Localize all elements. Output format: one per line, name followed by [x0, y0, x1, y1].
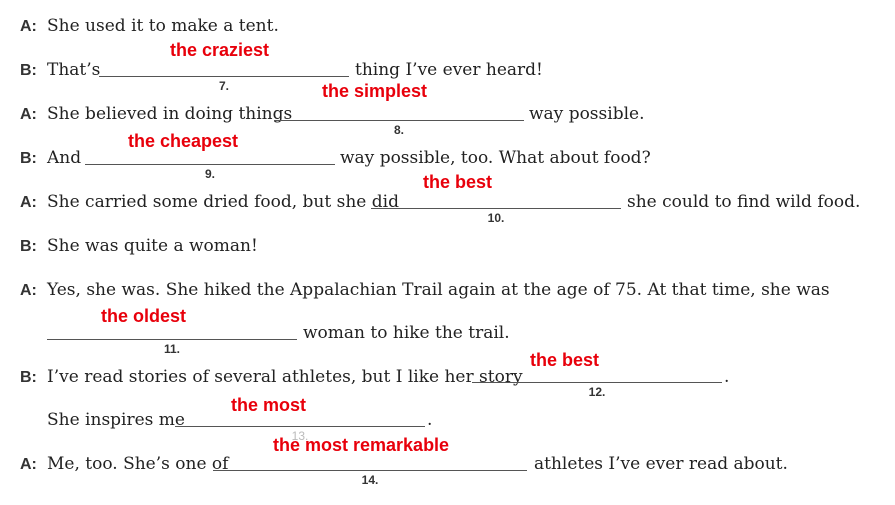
answer-blank[interactable] — [175, 426, 425, 427]
dialogue-text: She used it to make a tent. — [47, 16, 279, 36]
speaker-label: A: — [20, 456, 37, 473]
answer-blank[interactable] — [99, 76, 349, 77]
dialogue-text: way possible. — [529, 104, 645, 124]
answer-text: the best — [423, 172, 493, 192]
answer-blank[interactable] — [47, 339, 297, 340]
dialogue-text: . — [427, 410, 433, 430]
blank-number: 11. — [163, 342, 181, 356]
blank-number: 10. — [487, 211, 505, 225]
dialogue-text: thing I’ve ever heard! — [355, 60, 543, 80]
answer-blank[interactable] — [274, 120, 524, 121]
blank-number: 9. — [204, 167, 215, 181]
blank-number: 12. — [588, 385, 606, 399]
speaker-label: A: — [20, 106, 37, 123]
speaker-label: B: — [20, 369, 37, 386]
dialogue-text: That’s — [47, 60, 101, 80]
dialogue-text: way possible, too. What about food? — [340, 148, 651, 168]
dialogue-text: . — [724, 367, 730, 387]
speaker-label: B: — [20, 150, 37, 167]
speaker-label: A: — [20, 194, 37, 211]
answer-text: the craziest — [170, 40, 270, 60]
blank-number: 14. — [361, 473, 379, 487]
answer-text: the simplest — [322, 81, 428, 101]
answer-text: the most — [231, 395, 307, 415]
dialogue-text: I’ve read stories of several athletes, b… — [47, 367, 523, 387]
dialogue-text: Me, too. She’s one of — [47, 454, 229, 474]
blank-number: 8. — [393, 123, 404, 137]
dialogue-text: She believed in doing things — [47, 104, 293, 124]
speaker-label: B: — [20, 238, 37, 255]
speaker-label: B: — [20, 62, 37, 79]
answer-blank[interactable] — [213, 470, 527, 471]
dialogue-text: she could to find wild food. — [627, 192, 861, 212]
blank-number: 7. — [218, 79, 229, 93]
answer-blank[interactable] — [371, 208, 621, 209]
answer-text: the best — [530, 350, 600, 370]
answer-blank[interactable] — [472, 382, 722, 383]
dialogue-text: athletes I’ve ever read about. — [534, 454, 788, 474]
dialogue-text: She inspires me — [47, 410, 185, 430]
dialogue-text: And — [47, 148, 82, 168]
dialogue-text: She carried some dried food, but she did — [47, 192, 399, 212]
speaker-label: A: — [20, 282, 37, 299]
answer-text: the oldest — [101, 306, 187, 326]
dialogue-text: woman to hike the trail. — [303, 323, 510, 343]
answer-text: the most remarkable — [273, 435, 450, 455]
blank-number: 13. — [291, 429, 309, 443]
dialogue-text: Yes, she was. She hiked the Appalachian … — [47, 280, 830, 300]
speaker-label: A: — [20, 18, 37, 35]
dialogue-text: She was quite a woman! — [47, 236, 258, 256]
answer-blank[interactable] — [85, 164, 335, 165]
answer-text: the cheapest — [128, 131, 239, 151]
